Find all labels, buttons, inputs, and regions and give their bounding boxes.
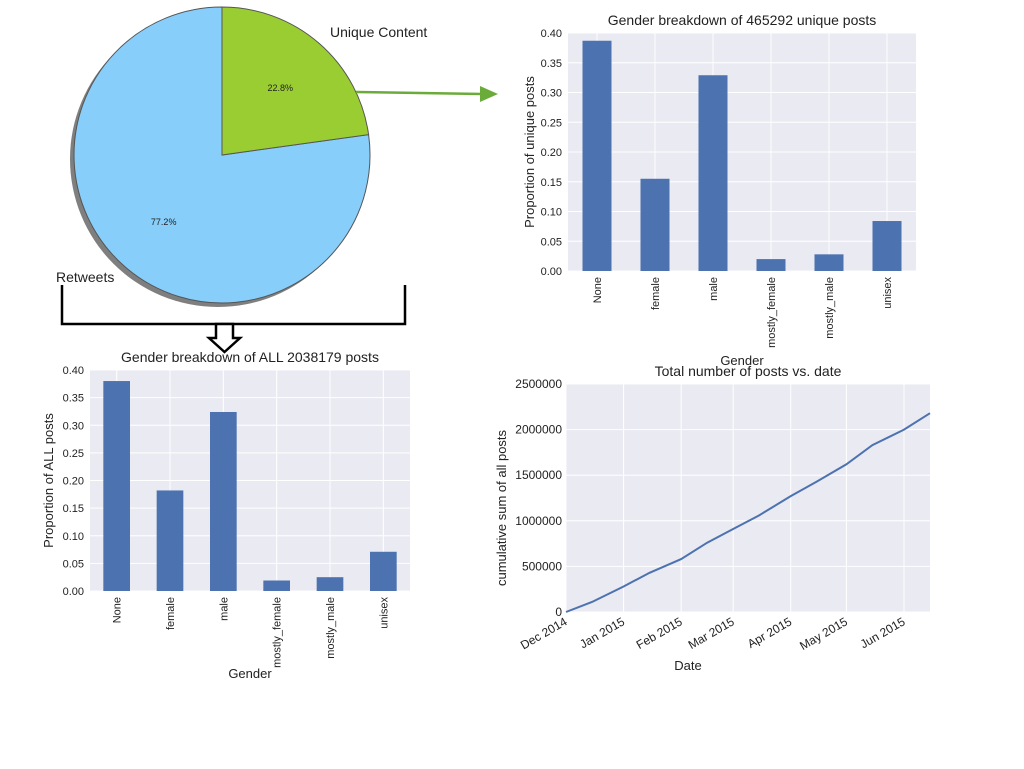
y-tick-label: 0.20 (541, 147, 562, 159)
bar-chart-unique: 0.00 0.05 0.10 0.15 0.20 0.25 0.30 0.35 0.40 None… (522, 12, 916, 368)
x-tick-label: female (650, 277, 662, 310)
bar-female (156, 490, 184, 591)
y-tick-label: 0.40 (541, 28, 562, 40)
bar-mostly_male (316, 577, 344, 591)
y-tick-label: 0.25 (541, 117, 562, 129)
y-tick-label: 0.10 (63, 531, 84, 543)
bar-male (698, 75, 728, 272)
bar-female (640, 178, 670, 271)
x-tick-label: female (165, 597, 177, 630)
x-axis-label: Gender (228, 666, 272, 681)
x-tick-label: Feb 2015 (634, 614, 685, 652)
pie-value-label: 22.8% (268, 83, 294, 93)
y-tick-label: 500000 (522, 559, 562, 573)
x-tick-label: unisex (882, 277, 894, 309)
x-tick-label: Jan 2015 (577, 614, 627, 651)
y-tick-label: 0 (555, 605, 562, 619)
x-axis-label: Date (674, 658, 701, 673)
x-tick-label: male (218, 597, 230, 621)
y-tick-label: 0.00 (63, 586, 84, 598)
y-axis-label: Proportion of unique posts (522, 76, 537, 228)
series-line (565, 412, 931, 613)
y-tick-label: 1000000 (515, 514, 562, 528)
y-tick-label: 0.15 (63, 503, 84, 515)
line-chart-cumulative: 0 500000 1000000 1500000 2000000 2500000 Dec 2… (494, 363, 931, 673)
y-tick-label: 2500000 (515, 377, 562, 391)
bar-chart-all: 0.00 0.05 0.10 0.15 0.20 0.25 0.30 0.35 0.40 None… (41, 350, 410, 681)
x-tick-label: Apr 2015 (745, 614, 794, 651)
y-tick-label: 0.25 (63, 448, 84, 460)
x-tick-label: mostly_female (766, 277, 778, 348)
bar-unisex (370, 551, 397, 591)
x-tick-label: May 2015 (797, 614, 850, 653)
x-tick-label: None (112, 597, 124, 623)
x-tick-label: mostly_male (824, 277, 836, 339)
bar-mostly_female (756, 259, 786, 271)
x-tick-label: unisex (378, 597, 390, 629)
chart-title: Gender breakdown of ALL 2038179 posts (121, 350, 379, 365)
x-tick-label: male (708, 277, 720, 301)
plot-area (566, 384, 930, 612)
x-tick-label: Dec 2014 (518, 614, 570, 652)
bar-None (582, 40, 612, 271)
x-axis-label: Gender (720, 353, 764, 368)
y-tick-label: 0.05 (63, 558, 84, 570)
y-axis-label: cumulative sum of all posts (494, 429, 509, 586)
right-arrow-icon (480, 86, 498, 102)
down-arrow-icon (205, 322, 244, 354)
x-tick-label: mostly_female (272, 597, 284, 668)
pie-value-label: 77.2% (151, 217, 177, 227)
y-tick-label: 0.20 (63, 476, 84, 488)
y-tick-label: 0.40 (63, 365, 84, 377)
chart-title: Total number of posts vs. date (655, 363, 842, 379)
pie-label-unique: Unique Content (330, 24, 427, 40)
y-tick-label: 0.35 (63, 393, 84, 405)
x-tick-label: None (592, 277, 604, 303)
y-axis-label: Proportion of ALL posts (41, 413, 56, 548)
x-tick-label: Mar 2015 (686, 614, 737, 652)
y-tick-label: 2000000 (515, 423, 562, 437)
y-tick-label: 0.15 (541, 177, 562, 189)
y-tick-label: 0.30 (541, 88, 562, 100)
y-tick-label: 1500000 (515, 468, 562, 482)
y-tick-label: 0.30 (63, 420, 84, 432)
y-tick-label: 0.00 (541, 266, 562, 278)
bar-mostly_female (263, 580, 290, 591)
y-tick-label: 0.35 (541, 58, 562, 70)
chart-title: Gender breakdown of 465292 unique posts (608, 12, 877, 28)
bar-unisex (872, 221, 902, 271)
pie-slice-unique-content (221, 6, 370, 156)
x-tick-label: mostly_male (325, 597, 337, 659)
y-tick-label: 0.10 (541, 207, 562, 219)
y-tick-label: 0.05 (541, 236, 562, 248)
pie-chart: Unique Content Retweets 22.8% 77.2% (56, 6, 498, 354)
bar-male (210, 411, 237, 591)
bar-None (103, 381, 130, 591)
x-tick-label: Jun 2015 (858, 614, 908, 651)
bar-mostly_male (814, 254, 844, 271)
arrow-line (355, 90, 483, 96)
pie-label-retweets: Retweets (56, 269, 114, 285)
